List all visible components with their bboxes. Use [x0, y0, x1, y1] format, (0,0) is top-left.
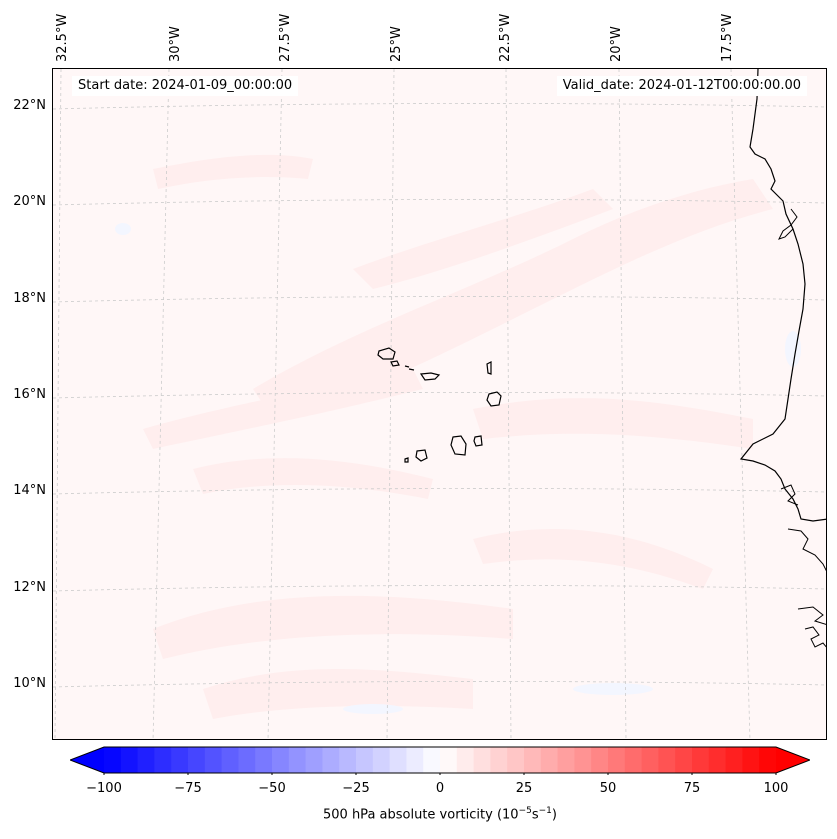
colorbar-cell [120, 747, 139, 773]
colorbar-cells [104, 747, 777, 773]
colorbar-cell [188, 747, 206, 773]
map-panel [52, 68, 827, 740]
colorbar-tick-label: 0 [435, 781, 445, 796]
lon-label-32.5w: 32.5°W [55, 13, 70, 62]
colorbar-cell [658, 747, 676, 773]
coast-detail-2 [780, 484, 799, 506]
colorbar-cell [725, 747, 743, 773]
colorbar-cell [507, 747, 525, 773]
colorbar-tick-label: −25 [342, 781, 370, 796]
colorbar-tick-label: −100 [86, 781, 122, 796]
colorbar-cell [473, 747, 491, 773]
colorbar-tick-label: 25 [515, 781, 533, 796]
colorbar-cell [759, 747, 777, 773]
colorbar-cell [305, 747, 323, 773]
graticule [53, 69, 826, 739]
coast-detail-3 [787, 528, 826, 572]
lat-label-20n: 20°N [13, 194, 46, 209]
colorbar-cell [574, 747, 592, 773]
colorbar-cell [272, 747, 290, 773]
colorbar-cell [356, 747, 374, 773]
lat-label-10n: 10°N [13, 676, 46, 691]
colorbar-cell [540, 747, 559, 773]
coast-detail-4 [797, 606, 826, 625]
colorbar-cell [624, 747, 643, 773]
colorbar-cell [440, 747, 458, 773]
colorbar-cell [221, 747, 239, 773]
lon-label-27.5w: 27.5°W [278, 13, 293, 62]
colorbar-title: 500 hPa absolute vorticity (10−5s−1) [323, 806, 557, 823]
lat-label-22n: 22°N [13, 98, 46, 113]
start-date-label: Start date: 2024-01-09_00:00:00 [72, 76, 299, 96]
colorbar-max-arrow [776, 747, 810, 773]
colorbar-cell [708, 747, 727, 773]
colorbar-cell [608, 747, 626, 773]
valid-date-label: Valid_date: 2024-01-12T00:00:00.00 [556, 76, 807, 96]
lat-label-14n: 14°N [13, 483, 46, 498]
colorbar-cell [524, 747, 542, 773]
negative-vorticity-patches [115, 223, 801, 714]
colorbar-cell [557, 747, 575, 773]
colorbar-tick-label: 50 [599, 781, 617, 796]
colorbar-cell [456, 747, 475, 773]
lon-label-22.5w: 22.5°W [498, 13, 513, 62]
lat-label-12n: 12°N [13, 580, 46, 595]
colorbar-cell [288, 747, 307, 773]
colorbar-cell [104, 747, 122, 773]
colorbar-cell [204, 747, 223, 773]
colorbar-cell [742, 747, 760, 773]
colorbar-cell [322, 747, 340, 773]
lon-label-20w: 20°W [609, 26, 624, 62]
colorbar-tick-label: 100 [763, 781, 789, 796]
cape-verde-islands [377, 347, 502, 463]
colorbar-ticks [103, 773, 777, 775]
coast-detail-1 [778, 208, 798, 240]
lat-label-16n: 16°N [13, 387, 46, 402]
colorbar-cell [171, 747, 189, 773]
colorbar-cell [692, 747, 710, 773]
lon-label-25w: 25°W [389, 26, 404, 62]
coast-detail-5 [804, 626, 826, 648]
lon-label-17.5w: 17.5°W [720, 13, 735, 62]
colorbar-min-arrow [70, 747, 104, 773]
colorbar-cell [591, 747, 609, 773]
colorbar-cell [389, 747, 407, 773]
colorbar-cell [490, 747, 508, 773]
colorbar-tick-label: −75 [174, 781, 202, 796]
colorbar-tick-label: 75 [683, 781, 701, 796]
colorbar-cell [641, 747, 659, 773]
colorbar-cell [372, 747, 391, 773]
colorbar-cell [238, 747, 256, 773]
colorbar-tick-label: −50 [258, 781, 286, 796]
colorbar [70, 746, 810, 775]
map-canvas [53, 69, 826, 739]
lon-label-30w: 30°W [168, 26, 183, 62]
colorbar-cell [154, 747, 172, 773]
colorbar-cell [406, 747, 424, 773]
colorbar-cell [423, 747, 441, 773]
colorbar-cell [137, 747, 155, 773]
africa-coastline [739, 69, 826, 522]
lat-label-18n: 18°N [13, 291, 46, 306]
colorbar-cell [675, 747, 693, 773]
colorbar-cell [339, 747, 357, 773]
colorbar-cell [255, 747, 273, 773]
